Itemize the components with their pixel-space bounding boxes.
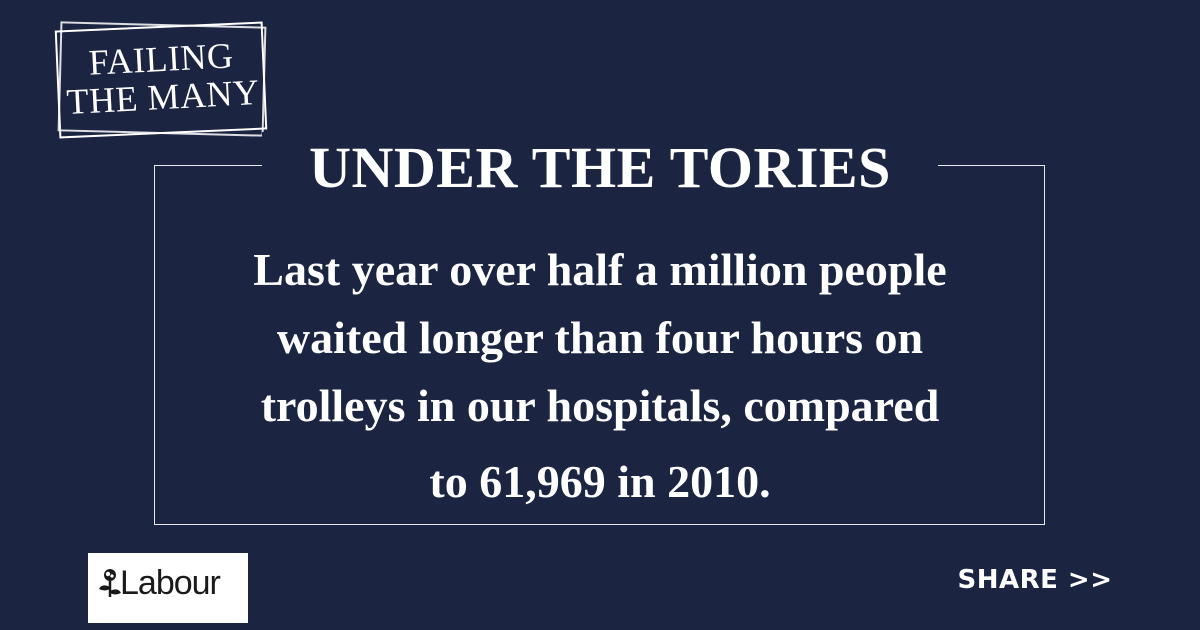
message-line-1: Last year over half a million people (253, 244, 947, 295)
labour-wordmark: Labour (120, 564, 221, 602)
stamp-text: FAILING THE MANY (53, 34, 271, 122)
message-line-3: trolleys in our hospitals, compared (260, 380, 940, 431)
message-line-2: waited longer than four hours on (276, 312, 924, 363)
message-body: Last year over half a million people wai… (160, 236, 1040, 516)
labour-rose-icon (99, 569, 121, 597)
failing-the-many-stamp: FAILING THE MANY (53, 20, 271, 139)
message-line-4: to 61,969 in 2010. (429, 456, 771, 507)
share-button[interactable]: SHARE >> (957, 565, 1113, 595)
headline: UNDER THE TORIES (262, 132, 938, 204)
labour-logo[interactable]: Labour (88, 553, 248, 623)
